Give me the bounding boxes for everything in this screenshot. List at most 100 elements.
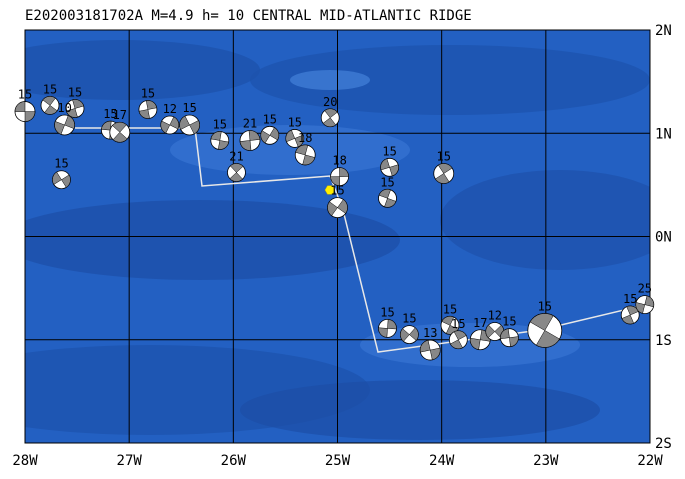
depth-label: 15 bbox=[213, 117, 227, 131]
compressional-quadrant bbox=[509, 336, 519, 347]
compressional-quadrant bbox=[409, 327, 419, 341]
compressional-quadrant bbox=[387, 319, 397, 330]
lon-label: 27W bbox=[117, 453, 143, 469]
compressional-quadrant bbox=[145, 100, 158, 110]
depth-label: 18 bbox=[298, 131, 312, 145]
depth-label: 15 bbox=[103, 107, 117, 121]
beachball bbox=[419, 339, 441, 361]
depth-label: 12 bbox=[163, 102, 177, 116]
compressional-quadrant bbox=[327, 201, 338, 217]
beachball bbox=[294, 144, 316, 166]
compressional-quadrant bbox=[229, 172, 243, 182]
depth-label: 15 bbox=[502, 315, 516, 329]
beachball bbox=[40, 95, 60, 115]
depth-label: 15 bbox=[182, 101, 196, 115]
compressional-quadrant bbox=[295, 144, 309, 156]
compressional-quadrant bbox=[52, 171, 62, 185]
beachball bbox=[448, 330, 468, 350]
beachball bbox=[485, 322, 505, 341]
depth-label: 12 bbox=[488, 308, 502, 322]
compressional-quadrant bbox=[112, 121, 127, 133]
lat-label: 1S bbox=[655, 333, 672, 349]
compressional-quadrant bbox=[378, 189, 391, 199]
compressional-quadrant bbox=[324, 108, 338, 119]
compressional-quadrant bbox=[500, 328, 510, 340]
depth-label: 15 bbox=[330, 184, 344, 198]
map-title: E202003181702A M=4.9 h= 10 CENTRAL MID-A… bbox=[25, 8, 472, 24]
compressional-quadrant bbox=[419, 339, 431, 353]
depth-label: 15 bbox=[382, 144, 396, 158]
compressional-quadrant bbox=[179, 115, 190, 130]
beachball bbox=[320, 108, 340, 128]
compressional-quadrant bbox=[112, 131, 128, 143]
beachball bbox=[54, 114, 75, 136]
depth-label: 15 bbox=[380, 175, 394, 189]
depth-label: 10 bbox=[57, 101, 71, 115]
compressional-quadrant bbox=[322, 117, 337, 127]
compressional-quadrant bbox=[260, 130, 271, 144]
beachball bbox=[160, 115, 180, 135]
lat-label: 2S bbox=[655, 436, 672, 452]
compressional-quadrant bbox=[72, 99, 84, 109]
beachball bbox=[620, 305, 640, 325]
lon-label: 24W bbox=[429, 453, 455, 469]
compressional-quadrant bbox=[389, 164, 399, 177]
compressional-quadrant bbox=[42, 96, 56, 106]
beachball bbox=[327, 197, 348, 218]
depth-label: 15 bbox=[263, 112, 277, 126]
depth-label: 15 bbox=[402, 312, 416, 326]
compressional-quadrant bbox=[44, 105, 58, 115]
depth-label: 15 bbox=[141, 87, 155, 101]
lat-label: 2N bbox=[655, 23, 672, 39]
compressional-quadrant bbox=[66, 108, 78, 118]
compressional-quadrant bbox=[61, 174, 71, 188]
compressional-quadrant bbox=[635, 302, 646, 314]
compressional-quadrant bbox=[437, 163, 453, 174]
lon-label: 26W bbox=[221, 453, 247, 469]
depth-label: 20 bbox=[323, 95, 337, 109]
depth-label: 17 bbox=[113, 108, 127, 122]
compressional-quadrant bbox=[470, 337, 481, 350]
beachball bbox=[227, 163, 246, 182]
depth-label: 15 bbox=[451, 317, 465, 331]
compressional-quadrant bbox=[529, 313, 554, 331]
depth-label: 15 bbox=[18, 88, 32, 102]
beachball bbox=[380, 157, 399, 177]
depth-label: 15 bbox=[68, 85, 82, 99]
beachball bbox=[433, 163, 455, 184]
compressional-quadrant bbox=[429, 347, 441, 361]
compressional-quadrant bbox=[441, 316, 455, 326]
beachball bbox=[378, 188, 397, 208]
compressional-quadrant bbox=[239, 140, 252, 151]
compressional-quadrant bbox=[453, 330, 467, 341]
lat-label: 0N bbox=[655, 230, 672, 246]
lon-label: 22W bbox=[637, 453, 663, 469]
depth-label: 15 bbox=[443, 302, 457, 316]
depth-label: 17 bbox=[473, 316, 487, 330]
compressional-quadrant bbox=[217, 140, 229, 150]
compressional-quadrant bbox=[24, 111, 36, 122]
beachball bbox=[210, 131, 230, 150]
beachball bbox=[14, 101, 36, 122]
beachball bbox=[499, 328, 519, 348]
compressional-quadrant bbox=[64, 115, 75, 129]
depth-label: 13 bbox=[423, 326, 437, 340]
map-frame bbox=[24, 29, 651, 444]
depth-label: 21 bbox=[229, 149, 243, 163]
depth-label: 15 bbox=[380, 305, 394, 319]
compressional-quadrant bbox=[248, 130, 261, 141]
compressional-quadrant bbox=[339, 167, 349, 177]
compressional-quadrant bbox=[535, 330, 560, 348]
compressional-quadrant bbox=[621, 314, 635, 325]
beachball bbox=[330, 167, 349, 187]
compressional-quadrant bbox=[302, 154, 316, 166]
beachball bbox=[440, 315, 460, 335]
beachball bbox=[239, 130, 261, 151]
compressional-quadrant bbox=[380, 158, 390, 171]
compressional-quadrant bbox=[337, 199, 348, 214]
compressional-quadrant bbox=[101, 120, 112, 131]
compressional-quadrant bbox=[485, 324, 496, 339]
